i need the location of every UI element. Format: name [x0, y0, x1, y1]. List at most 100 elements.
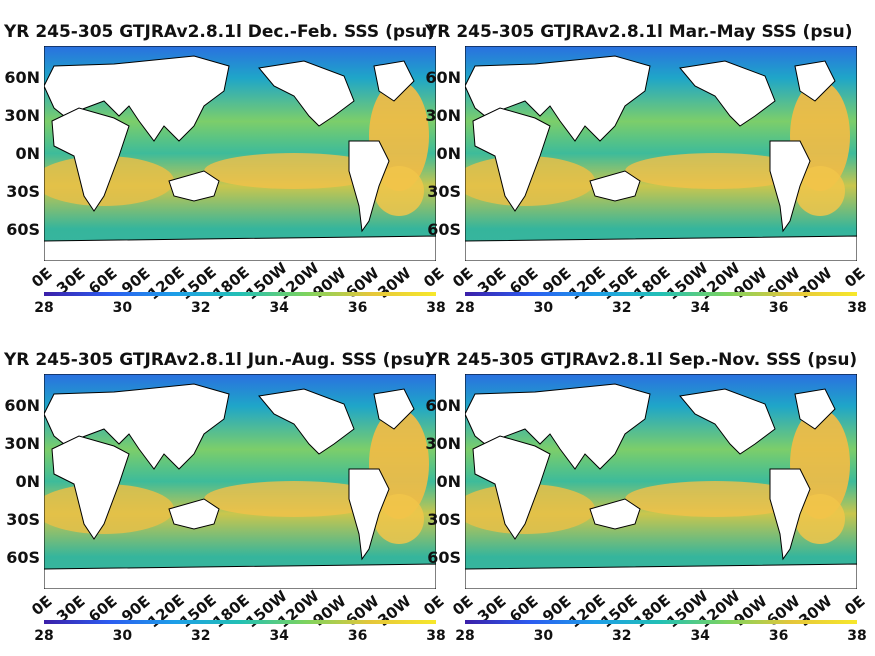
- map-panel-djf: [34, 45, 437, 262]
- colorbar: [44, 620, 436, 624]
- lat-label: 30S: [427, 182, 461, 201]
- sss-map-son: [455, 373, 858, 590]
- lon-label: 0E: [28, 592, 56, 620]
- colorbar-tick: 38: [426, 300, 446, 316]
- lon-label: 0E: [841, 592, 869, 620]
- lon-label: 30E: [52, 592, 89, 626]
- lat-label: 0N: [15, 472, 40, 491]
- lon-label: 150W: [663, 586, 712, 632]
- lat-label: 60S: [427, 220, 461, 239]
- colorbar-tick: 32: [191, 628, 211, 644]
- map-panel-son: [455, 373, 858, 590]
- lon-label: 60W: [341, 264, 383, 302]
- lat-label: 30S: [6, 510, 40, 529]
- colorbar-tick: 34: [269, 300, 289, 316]
- lon-label: 150E: [176, 262, 221, 304]
- lon-label: 60E: [85, 592, 121, 626]
- colorbar-tick: 28: [455, 628, 475, 644]
- colorbar-tick: 28: [34, 628, 54, 644]
- lat-label: 30N: [425, 106, 461, 125]
- panel-title-mam: YR 245-305 GTJRAv2.8.1l Mar.-May SSS (ps…: [425, 22, 853, 42]
- lon-label: 120E: [565, 262, 609, 304]
- lon-label: 90E: [118, 264, 154, 298]
- colorbar-tick: 36: [347, 300, 368, 316]
- lat-label: 0N: [15, 144, 40, 163]
- lon-label: 30W: [795, 592, 836, 630]
- lon-label: 150E: [176, 590, 221, 632]
- colorbar-tick: 38: [847, 628, 867, 644]
- colorbar-tick: 38: [426, 628, 446, 644]
- lat-label: 60N: [425, 396, 461, 415]
- lon-label: 180E: [209, 590, 253, 632]
- map-panel-jja: [34, 373, 437, 590]
- colorbar: [44, 292, 436, 296]
- lat-label: 0N: [436, 472, 461, 491]
- lat-label: 60N: [425, 68, 461, 87]
- colorbar-tick: 36: [347, 628, 368, 644]
- lon-label: 30W: [374, 264, 415, 302]
- lat-label: 30N: [4, 106, 40, 125]
- colorbar-tick: 30: [533, 628, 554, 644]
- colorbar-tick: 32: [191, 300, 211, 316]
- lon-label: 60E: [506, 264, 542, 298]
- colorbar-tick: 34: [690, 628, 710, 644]
- colorbar-tick: 38: [847, 300, 867, 316]
- colorbar-tick: 34: [690, 300, 710, 316]
- colorbar-tick: 30: [112, 628, 133, 644]
- lon-label: 0E: [28, 264, 56, 292]
- colorbar-tick: 30: [112, 300, 133, 316]
- panel-title-son: YR 245-305 GTJRAv2.8.1l Sep.-Nov. SSS (p…: [425, 350, 858, 370]
- sss-map-mam: [455, 45, 858, 262]
- lon-label: 120E: [144, 590, 188, 632]
- lon-label: 60W: [762, 592, 804, 630]
- lon-label: 30E: [473, 264, 510, 298]
- lat-label: 60S: [6, 220, 40, 239]
- panel-title-jja: YR 245-305 GTJRAv2.8.1l Jun.-Aug. SSS (p…: [4, 350, 433, 370]
- lon-label: 180E: [630, 262, 674, 304]
- colorbar-tick: 28: [34, 300, 54, 316]
- lon-label: 90E: [539, 264, 575, 298]
- lon-label: 60E: [506, 592, 542, 626]
- lat-label: 30N: [425, 434, 461, 453]
- lon-label: 60W: [341, 592, 383, 630]
- lon-label: 60E: [85, 264, 121, 298]
- lon-label: 90E: [539, 592, 575, 626]
- lon-label: 30W: [374, 592, 415, 630]
- lon-label: 0E: [841, 264, 869, 292]
- lon-label: 150E: [597, 262, 642, 304]
- lon-label: 120E: [144, 262, 188, 304]
- lat-label: 0N: [436, 144, 461, 163]
- colorbar-tick: 34: [269, 628, 289, 644]
- lat-label: 30S: [427, 510, 461, 529]
- colorbar: [465, 292, 857, 296]
- lon-label: 150W: [242, 258, 291, 304]
- colorbar-tick: 32: [612, 300, 632, 316]
- map-panel-mam: [455, 45, 858, 262]
- lat-label: 60S: [6, 548, 40, 567]
- panel-title-djf: YR 245-305 GTJRAv2.8.1l Dec.-Feb. SSS (p…: [4, 22, 435, 42]
- sss-map-djf: [34, 45, 437, 262]
- sss-map-jja: [34, 373, 437, 590]
- colorbar-tick: 28: [455, 300, 475, 316]
- lon-label: 60W: [762, 264, 804, 302]
- lat-label: 60N: [4, 68, 40, 87]
- lon-label: 30E: [473, 592, 510, 626]
- lon-label: 120E: [565, 590, 609, 632]
- lon-label: 150E: [597, 590, 642, 632]
- lon-label: 150W: [663, 258, 712, 304]
- colorbar-tick: 36: [768, 628, 789, 644]
- lon-label: 90E: [118, 592, 154, 626]
- lon-label: 30E: [52, 264, 89, 298]
- lat-label: 30N: [4, 434, 40, 453]
- lon-label: 180E: [630, 590, 674, 632]
- colorbar-tick: 30: [533, 300, 554, 316]
- colorbar-tick: 32: [612, 628, 632, 644]
- lat-label: 60S: [427, 548, 461, 567]
- lon-label: 30W: [795, 264, 836, 302]
- colorbar-tick: 36: [768, 300, 789, 316]
- colorbar: [465, 620, 857, 624]
- lat-label: 60N: [4, 396, 40, 415]
- lat-label: 30S: [6, 182, 40, 201]
- lon-label: 150W: [242, 586, 291, 632]
- lon-label: 180E: [209, 262, 253, 304]
